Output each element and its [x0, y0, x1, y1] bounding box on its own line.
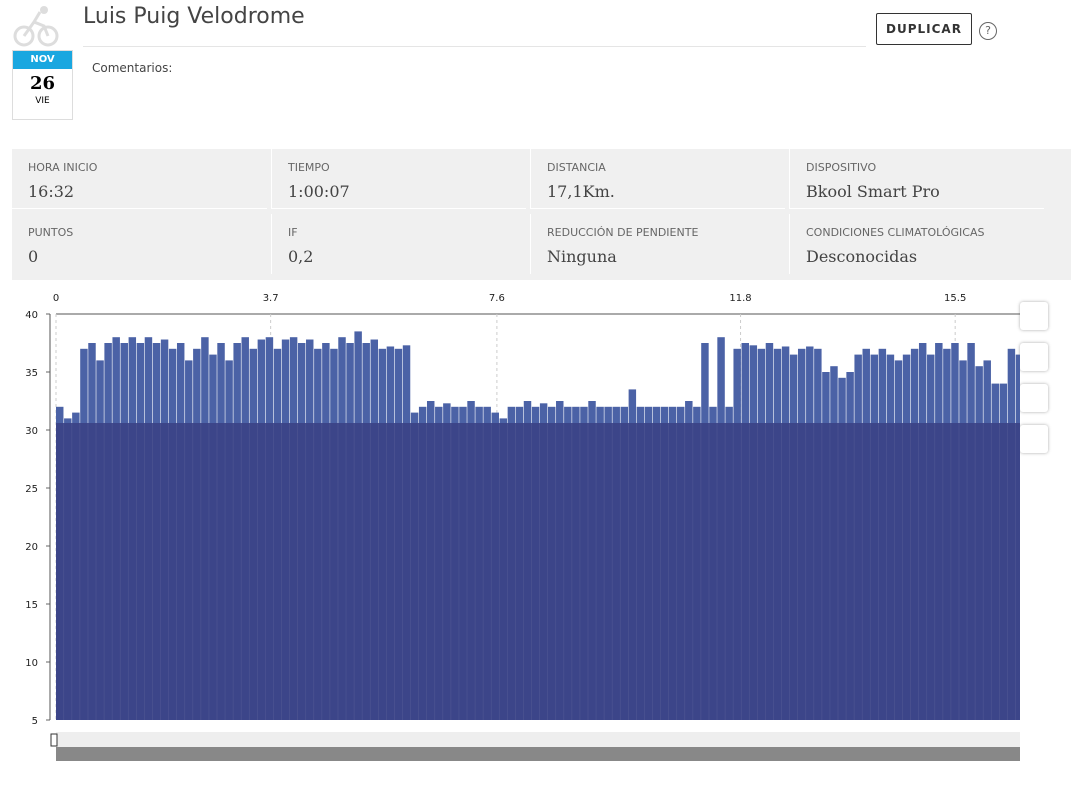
- stat-label: TIEMPO: [288, 161, 330, 174]
- chart-tools: [1020, 302, 1050, 462]
- help-icon[interactable]: ?: [979, 22, 997, 40]
- stat: DISTANCIA 17,1Km.: [530, 149, 785, 209]
- x-tick-label: 3.7: [263, 293, 279, 304]
- range-slider[interactable]: [56, 732, 1020, 747]
- y-tick-label: 35: [25, 368, 38, 379]
- stat: REDUCCIÓN DE PENDIENTE Ninguna: [530, 214, 785, 274]
- stat: IF 0,2: [271, 214, 526, 274]
- stat: TIEMPO 1:00:07: [271, 149, 526, 209]
- x-tick-label: 0: [53, 293, 59, 304]
- y-tick-label: 15: [25, 600, 38, 611]
- title: Luis Puig Velodrome: [83, 4, 305, 29]
- stat-label: DISPOSITIVO: [806, 161, 877, 174]
- y-tick-label: 10: [25, 658, 38, 669]
- chart: 5 10 15 20 25 30 35 40 0 3.7 7.6 11.8 15.5: [25, 293, 1020, 761]
- compare-tool[interactable]: [1020, 425, 1048, 453]
- stat-label: REDUCCIÓN DE PENDIENTE: [547, 226, 699, 239]
- stat-value: Bkool Smart Pro: [806, 182, 940, 201]
- area: [56, 423, 1020, 720]
- stat: CONDICIONES CLIMATOLÓGICAS Desconocidas: [789, 214, 1044, 274]
- day: 26: [29, 73, 56, 94]
- bike-icon: [13, 6, 59, 47]
- legend-tool[interactable]: [1020, 302, 1048, 330]
- duplicate-button[interactable]: DUPLICAR: [876, 13, 972, 45]
- x-tick-label: 7.6: [489, 293, 505, 304]
- y-tick-label: 30: [25, 426, 38, 437]
- share-tool[interactable]: [1020, 384, 1048, 412]
- range-track: [56, 747, 1020, 761]
- x-tick-label: 11.8: [729, 293, 751, 304]
- stat-value: 0,2: [288, 247, 314, 266]
- weekday: VIE: [35, 96, 50, 106]
- stat: HORA INICIO 16:32: [12, 149, 267, 209]
- date-badge: NOV 26 VIE: [12, 50, 73, 120]
- y-tick-label: 40: [25, 310, 38, 321]
- stat-label: HORA INICIO: [28, 161, 98, 174]
- stat: PUNTOS 0: [12, 214, 267, 274]
- stat-value: 1:00:07: [288, 182, 350, 201]
- stat-value: Desconocidas: [806, 247, 918, 266]
- y-tick-label: 5: [32, 716, 38, 727]
- y-tick-label: 20: [25, 542, 38, 553]
- stat-label: IF: [288, 226, 298, 239]
- stats-panel: HORA INICIO 16:32 TIEMPO 1:00:07 DISTANCIA 17…: [12, 149, 1071, 280]
- stat-value: 0: [28, 247, 39, 266]
- month: NOV: [13, 51, 72, 69]
- stat-label: DISTANCIA: [547, 161, 606, 174]
- stat-label: CONDICIONES CLIMATOLÓGICAS: [806, 226, 985, 239]
- stat-value: 17,1Km.: [547, 182, 615, 201]
- stat-label: PUNTOS: [28, 226, 74, 239]
- color-tool[interactable]: [1020, 343, 1048, 371]
- stat-value: Ninguna: [547, 247, 617, 266]
- stat: DISPOSITIVO Bkool Smart Pro: [789, 149, 1044, 209]
- y-tick-label: 25: [25, 484, 38, 495]
- x-tick-label: 15.5: [944, 293, 966, 304]
- comments-label: Comentarios:: [92, 61, 173, 75]
- divider: [83, 46, 866, 47]
- slider-handle-left: [50, 733, 58, 747]
- stat-value: 16:32: [28, 182, 75, 201]
